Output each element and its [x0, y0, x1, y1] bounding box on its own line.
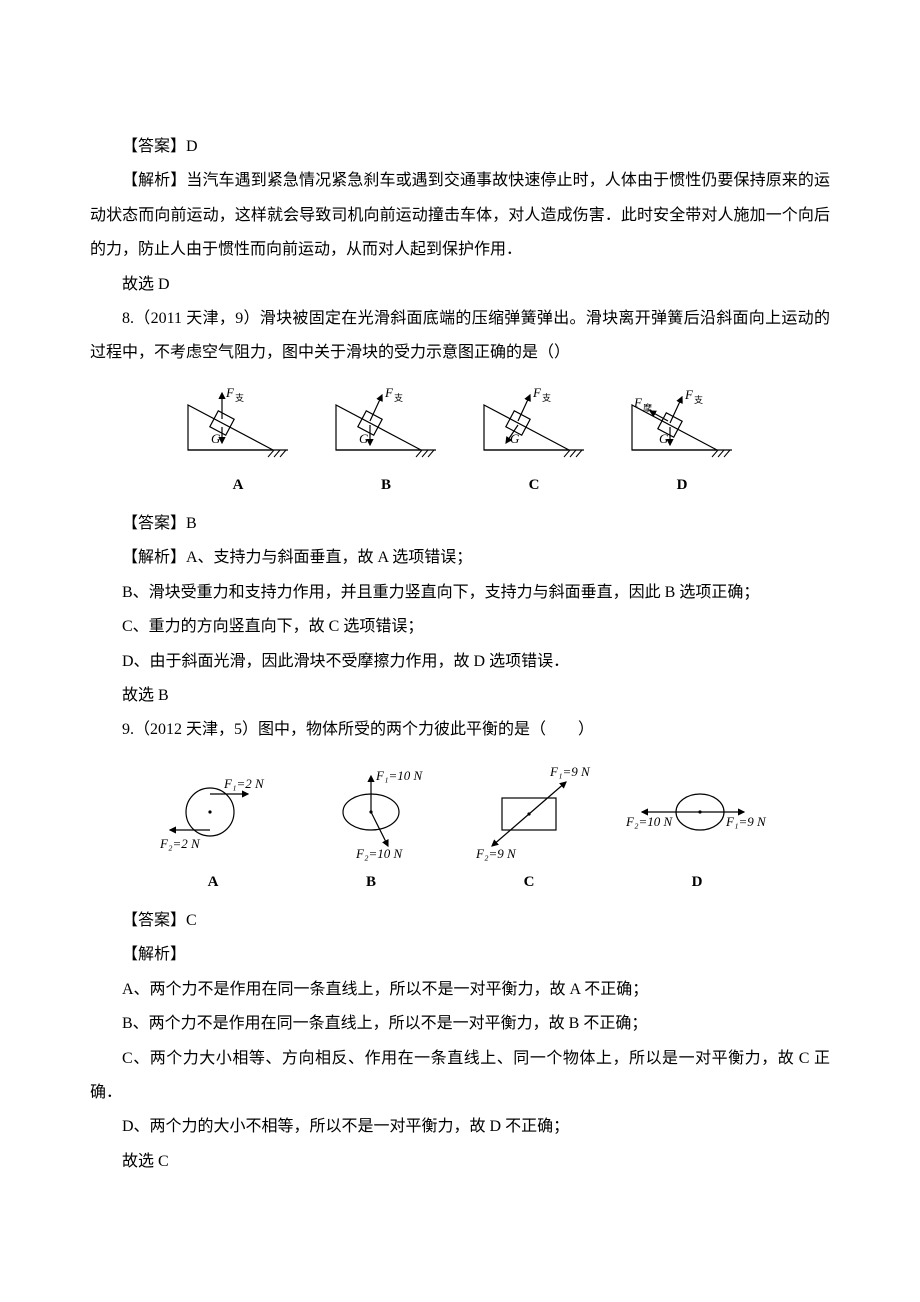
q9-analysis-c: C、两个力大小相等、方向相反、作用在一条直线上、同一个物体上，所以是一对平衡力，… [90, 1042, 830, 1111]
svg-text:G: G [510, 431, 520, 446]
q9b-f2: F₂=10 N [355, 846, 403, 861]
q8-figure-row: F支 G A F支 G B [90, 385, 830, 501]
svg-text:F: F [633, 395, 643, 410]
q8-analysis-d: D、由于斜面光滑，因此滑块不受摩擦力作用，故 D 选项错误． [90, 645, 830, 679]
q7-answer: 【答案】D [90, 130, 830, 164]
q9-figure-row: F₁=2 N F₂=2 N A F₁=10 N F₂=10 N B F₁=9 N… [90, 762, 830, 898]
svg-text:F: F [225, 385, 235, 400]
svg-text:F: F [684, 387, 694, 402]
q8-answer: 【答案】B [90, 507, 830, 541]
q9-therefore: 故选 C [90, 1145, 830, 1179]
q9a-f1: F₁=2 N [223, 776, 265, 791]
q9-figure-c: F₁=9 N F₂=9 N C [464, 762, 594, 898]
q9c-f1: F₁=9 N [549, 764, 591, 779]
svg-text:支: 支 [694, 394, 703, 405]
q8-opt-c-label: C [529, 469, 540, 501]
svg-text:支: 支 [394, 392, 403, 403]
q9-analysis-d: D、两个力的大小不相等，所以不是一对平衡力，故 D 不正确； [90, 1110, 830, 1144]
svg-text:摩: 摩 [643, 402, 652, 413]
q7-therefore: 故选 D [90, 268, 830, 302]
q9-opt-b-label: B [366, 866, 376, 898]
svg-text:G: G [659, 431, 669, 446]
q8-opt-a-label: A [233, 469, 244, 501]
q9c-f2: F₂=9 N [475, 846, 517, 861]
q8-figure-a: F支 G A [178, 385, 298, 501]
q9d-f1: F₁=9 N [725, 814, 767, 829]
q9-analysis-b: B、两个力不是作用在同一条直线上，所以不是一对平衡力，故 B 不正确； [90, 1007, 830, 1041]
q9-stem: 9.（2012 天津，5）图中，物体所受的两个力彼此平衡的是（ ） [90, 713, 830, 747]
q9-opt-d-label: D [692, 866, 703, 898]
q9-figure-d: F₁=9 N F₂=10 N D [622, 762, 772, 898]
q8-stem: 8.（2011 天津，9）滑块被固定在光滑斜面底端的压缩弹簧弹出。滑块离开弹簧后… [90, 302, 830, 371]
q9-opt-c-label: C [524, 866, 535, 898]
svg-text:G: G [211, 431, 221, 446]
q8-figure-b: F支 G B [326, 385, 446, 501]
svg-text:G: G [359, 431, 369, 446]
q8-opt-b-label: B [381, 469, 391, 501]
q9a-f2: F₂=2 N [159, 836, 201, 851]
q8-analysis-b: B、滑块受重力和支持力作用，并且重力竖直向下，支持力与斜面垂直，因此 B 选项正… [90, 576, 830, 610]
svg-text:支: 支 [235, 392, 244, 403]
svg-text:F: F [384, 385, 394, 400]
q8-analysis-c: C、重力的方向竖直向下，故 C 选项错误； [90, 610, 830, 644]
svg-text:F: F [532, 385, 542, 400]
q9-figure-a: F₁=2 N F₂=2 N A [148, 762, 278, 898]
q8-figure-d: F支 F摩 G D [622, 385, 742, 501]
svg-text:支: 支 [542, 392, 551, 403]
q9-analysis-label: 【解析】 [90, 938, 830, 972]
q9-opt-a-label: A [208, 866, 219, 898]
q8-figure-c: F支 G C [474, 385, 594, 501]
q8-therefore: 故选 B [90, 679, 830, 713]
q7-analysis: 【解析】当汽车遇到紧急情况紧急刹车或遇到交通事故快速停止时，人体由于惯性仍要保持… [90, 164, 830, 267]
q9-figure-b: F₁=10 N F₂=10 N B [306, 762, 436, 898]
q9-answer: 【答案】C [90, 904, 830, 938]
q9-analysis-a: A、两个力不是作用在同一条直线上，所以不是一对平衡力，故 A 不正确； [90, 973, 830, 1007]
q8-opt-d-label: D [677, 469, 688, 501]
q9d-f2: F₂=10 N [625, 814, 673, 829]
q9b-f1: F₁=10 N [375, 768, 423, 783]
q8-analysis-a: 【解析】A、支持力与斜面垂直，故 A 选项错误； [90, 541, 830, 575]
